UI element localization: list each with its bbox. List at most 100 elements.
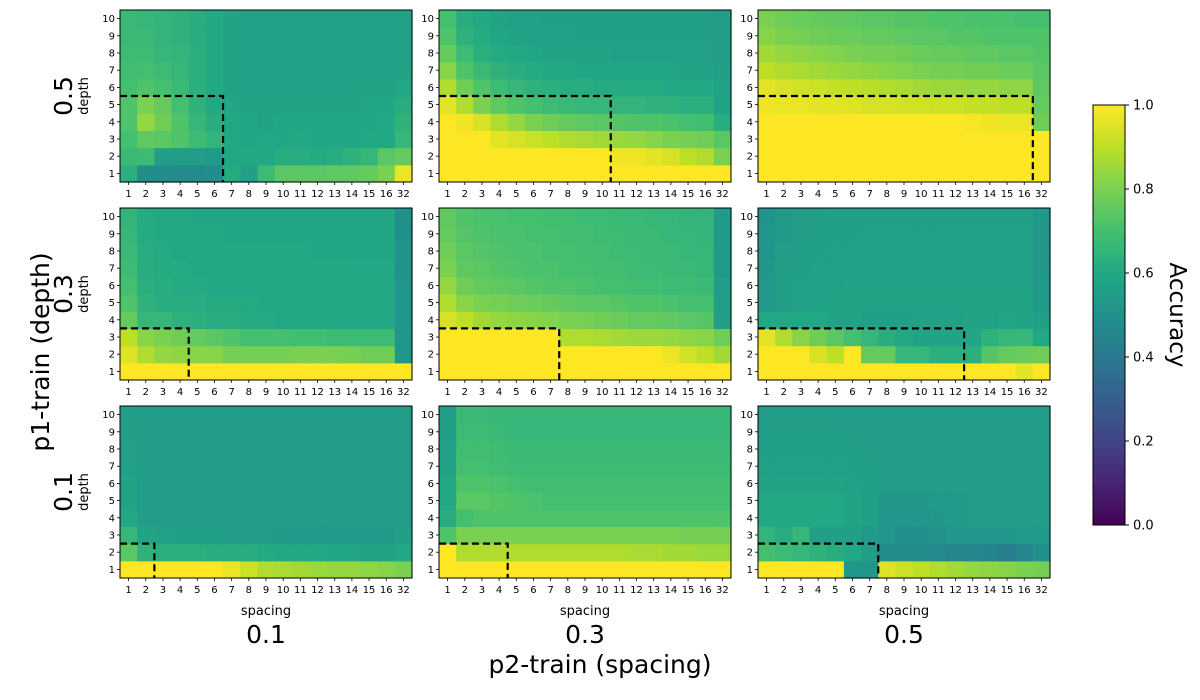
x-tick-label: 9 (582, 189, 588, 200)
y-tick-label: 3 (428, 531, 434, 542)
heatmap-cell (610, 294, 629, 312)
x-tick-label: 11 (294, 387, 307, 398)
heatmap-cell (171, 440, 190, 459)
heatmap-cell (981, 457, 1000, 476)
heatmap-cell (627, 61, 646, 80)
heatmap-cell (394, 147, 413, 166)
heatmap-cell (524, 543, 543, 562)
heatmap-cell (843, 44, 862, 63)
heatmap-cell (343, 96, 362, 114)
heatmap-cell (912, 440, 931, 459)
heatmap-cell (895, 362, 914, 381)
x-tick-label: 5 (194, 387, 200, 398)
heatmap-cell (998, 543, 1017, 562)
heatmap-cell (645, 10, 663, 28)
heatmap-cell (274, 492, 293, 510)
heatmap-cell (439, 406, 457, 424)
heatmap-cell (456, 423, 474, 441)
heatmap-cell (291, 423, 310, 441)
heatmap-cell (1032, 294, 1051, 312)
heatmap-cell (274, 457, 293, 476)
heatmap-cell (171, 423, 190, 441)
colorbar-tick-label: 0.0 (1133, 519, 1154, 534)
x-tick-label: 12 (630, 189, 643, 200)
y-tick-label: 5 (109, 496, 115, 507)
heatmap-cell (696, 164, 715, 183)
heatmap-cell (627, 27, 646, 45)
heatmap-cell (610, 543, 629, 562)
heatmap-cell (456, 345, 474, 364)
heatmap-cell (981, 208, 1000, 226)
heatmap-cell (861, 560, 879, 579)
heatmap-cell (377, 130, 396, 149)
heatmap-cell (291, 276, 310, 295)
heatmap-cell (507, 242, 526, 261)
heatmap-cell (507, 311, 526, 329)
heatmap-cell (473, 147, 492, 166)
heatmap-cell (274, 276, 293, 295)
x-tick-label: 12 (949, 585, 962, 596)
heatmap-cell (507, 259, 526, 278)
heatmap-cell (360, 225, 379, 243)
heatmap-cell (645, 61, 663, 80)
heatmap-cell (912, 276, 931, 295)
heatmap-cell (542, 474, 560, 493)
heatmap-cell (377, 294, 396, 312)
heatmap-cell (507, 492, 526, 510)
heatmap-cell (826, 276, 845, 295)
heatmap-cell (1032, 311, 1051, 329)
heatmap-cell (308, 96, 327, 114)
heatmap-cell (240, 328, 259, 347)
heatmap-cell (223, 345, 241, 364)
heatmap-cell (360, 208, 379, 226)
heatmap-cell (593, 147, 612, 166)
heatmap-cell (662, 526, 681, 545)
heatmap-cell (1015, 362, 1034, 381)
heatmap-cell (775, 10, 793, 28)
heatmap-cell (524, 294, 543, 312)
x-tick-label: 8 (884, 585, 890, 596)
x-tick-label: 15 (1001, 387, 1014, 398)
heatmap-cell (360, 78, 379, 97)
heatmap-cell (826, 362, 845, 381)
heatmap-cell (929, 406, 948, 424)
heatmap-cell (291, 44, 310, 63)
heatmap-cell (205, 61, 224, 80)
heatmap-cell (137, 328, 155, 347)
heatmap-cell (188, 78, 207, 97)
heatmap-cell (843, 406, 862, 424)
heatmap-cell (1032, 457, 1051, 476)
heatmap-cell (240, 423, 259, 441)
heatmap-cell (308, 61, 327, 80)
heatmap-cell (758, 44, 776, 63)
heatmap-cell (576, 96, 595, 114)
y-tick-label: 1 (109, 367, 115, 378)
heatmap-cell (627, 423, 646, 441)
x-tick-label: 6 (211, 585, 217, 596)
heatmap-cell (627, 345, 646, 364)
heatmap-cell (308, 440, 327, 459)
heatmap-cell (490, 440, 509, 459)
heatmap-cell (490, 276, 509, 295)
heatmap-cell (120, 259, 138, 278)
heatmap-cell (964, 492, 982, 510)
heatmap-cell (645, 362, 663, 381)
x-tick-label: 12 (311, 585, 324, 596)
heatmap-cell (120, 362, 138, 381)
heatmap-cell (662, 362, 681, 381)
heatmap-cell (843, 225, 862, 243)
heatmap-cell (507, 328, 526, 347)
heatmap-cell (946, 474, 965, 493)
heatmap-cell (843, 164, 862, 183)
heatmap-cell (826, 96, 845, 114)
heatmap-cell (593, 406, 612, 424)
heatmap-cell (343, 225, 362, 243)
heatmap-cell (758, 242, 776, 261)
heatmap-cell (645, 164, 663, 183)
x-tick-label: 2 (781, 387, 787, 398)
heatmap-cell (576, 259, 595, 278)
heatmap-cell (826, 242, 845, 261)
x-axis-label: spacing (879, 604, 929, 619)
x-tick-label: 2 (143, 585, 149, 596)
heatmap-cell (946, 96, 965, 114)
